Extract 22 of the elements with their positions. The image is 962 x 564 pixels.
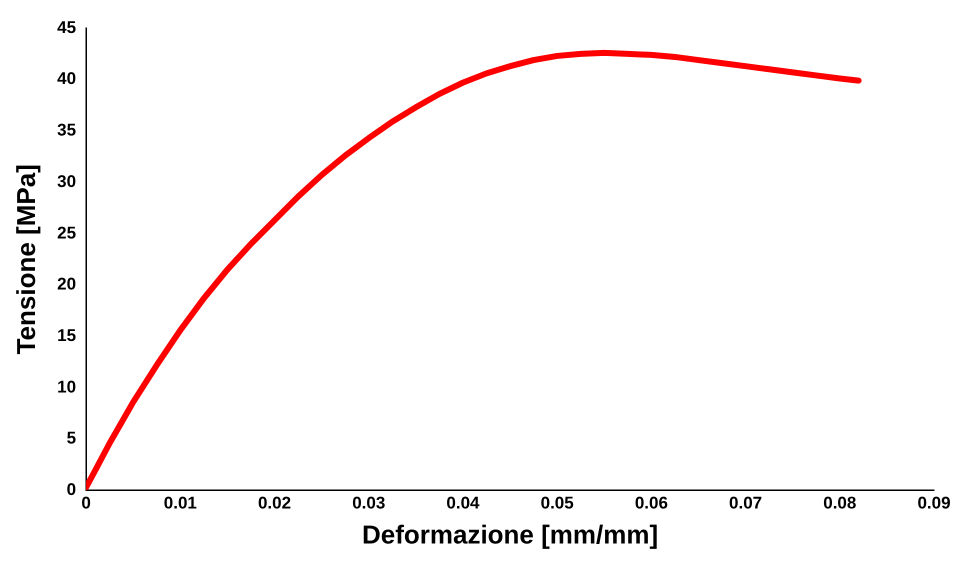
y-tick-label: 20 <box>57 274 76 294</box>
x-tick-label: 0.09 <box>917 493 951 512</box>
y-tick-label: 30 <box>57 172 76 191</box>
x-tick-label: 0.02 <box>258 493 292 512</box>
x-tick-label: 0.08 <box>823 493 856 512</box>
y-axis-title: Tensione [MPa] <box>10 164 41 354</box>
y-tick-label: 10 <box>57 377 76 396</box>
x-tick-label: 0.01 <box>164 493 197 512</box>
x-tick-label: 0.05 <box>540 493 574 512</box>
x-tick-label: 0 <box>81 493 91 512</box>
y-tick-label: 25 <box>57 223 76 242</box>
y-tick-label: 5 <box>66 428 76 448</box>
x-axis-title: Deformazione [mm/mm] <box>362 520 658 550</box>
x-tick-label: 0.04 <box>446 493 480 512</box>
y-tick-label: 35 <box>57 120 76 140</box>
x-tick-label: 0.06 <box>634 493 668 512</box>
y-tick-label: 15 <box>57 326 76 346</box>
y-tick-label: 0 <box>66 480 76 500</box>
x-tick-label: 0.03 <box>352 493 386 512</box>
y-tick-label: 45 <box>57 18 76 37</box>
y-tick-label: 40 <box>57 69 76 88</box>
x-tick-label: 0.07 <box>729 493 762 512</box>
